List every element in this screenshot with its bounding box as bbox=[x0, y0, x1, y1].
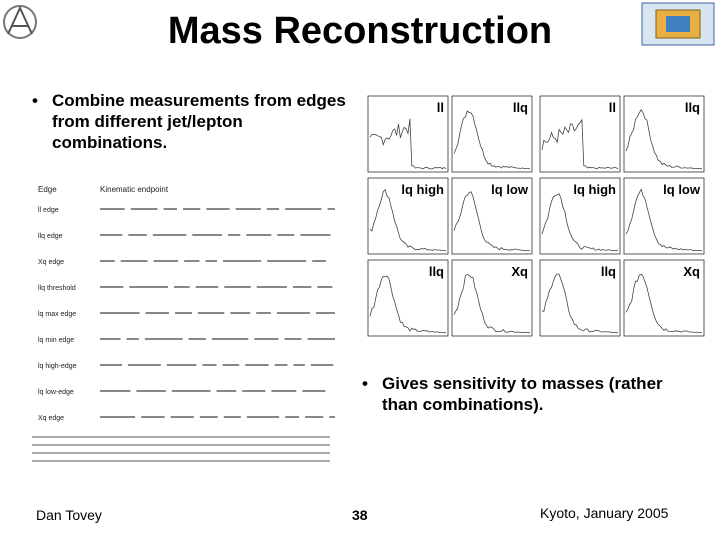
panel-label: lq low bbox=[491, 182, 529, 197]
table-row-label: llq threshold bbox=[38, 285, 76, 292]
panel-label: llq bbox=[601, 264, 616, 279]
page-number: 38 bbox=[352, 507, 368, 523]
table-row-label: lq min edge bbox=[38, 337, 74, 344]
histogram-trace bbox=[541, 193, 619, 252]
table-row-label: Xq edge bbox=[38, 415, 64, 422]
panel-frame bbox=[451, 95, 533, 173]
histogram-trace bbox=[541, 273, 619, 334]
histogram-trace bbox=[369, 118, 447, 170]
panel-frame bbox=[451, 259, 533, 337]
bullet: • Combine measurements from edges from di… bbox=[32, 90, 352, 153]
table-row-label: Xq edge bbox=[38, 259, 64, 266]
histogram-panels: ll llq ll llq lq high lq low lq high lq low llq X… bbox=[367, 95, 705, 337]
histogram-trace bbox=[453, 273, 531, 334]
table-row-label: ll edge bbox=[38, 207, 59, 214]
table-row-label: lq high-edge bbox=[38, 363, 77, 370]
slide-title: Mass Reconstruction bbox=[167, 10, 553, 52]
left-logo bbox=[3, 5, 37, 39]
panel-frame bbox=[623, 95, 705, 173]
panel-label: Xq bbox=[511, 264, 528, 279]
panel-frame bbox=[539, 259, 621, 337]
histogram-trace bbox=[625, 109, 703, 170]
histogram-trace bbox=[453, 110, 531, 170]
panel-frame bbox=[623, 177, 705, 255]
histogram-trace bbox=[369, 189, 447, 252]
panel-label: llq bbox=[513, 100, 528, 115]
bullet: • Gives sensitivity to masses (rather tha… bbox=[362, 373, 682, 415]
table-header: Edge bbox=[38, 185, 57, 194]
panel-label: lq low bbox=[663, 182, 701, 197]
endpoint-table: Edge Kinematic endpoint ll edge llq edge Xq … bbox=[32, 185, 335, 462]
panel-label: ll bbox=[437, 100, 444, 115]
footer-author: Dan Tovey bbox=[36, 507, 102, 523]
histogram-trace bbox=[625, 188, 703, 252]
bullet-text: Combine measurements from edges from dif… bbox=[52, 91, 346, 152]
histogram-trace bbox=[369, 275, 447, 334]
footer-venue: Kyoto, January 2005 bbox=[540, 505, 669, 521]
histogram-trace bbox=[453, 191, 531, 252]
panel-label: ll bbox=[609, 100, 616, 115]
right-logo bbox=[641, 2, 715, 46]
table-row-label: lq low-edge bbox=[38, 389, 74, 396]
histogram-trace bbox=[541, 118, 619, 170]
bullet-dot: • bbox=[362, 374, 368, 393]
panel-frame bbox=[623, 259, 705, 337]
panel-frame bbox=[367, 259, 449, 337]
panel-label: llq bbox=[685, 100, 700, 115]
panel-label: Xq bbox=[683, 264, 700, 279]
table-row-label: llq edge bbox=[38, 233, 63, 240]
panel-label: lq high bbox=[401, 182, 444, 197]
panel-frame bbox=[451, 177, 533, 255]
panel-label: llq bbox=[429, 264, 444, 279]
panel-frame bbox=[539, 95, 621, 173]
bullet-text: Gives sensitivity to masses (rather than… bbox=[382, 374, 663, 414]
histogram-trace bbox=[625, 273, 703, 334]
bullet-dot: • bbox=[32, 91, 38, 110]
table-row-label: lq max edge bbox=[38, 311, 76, 318]
panel-frame bbox=[539, 177, 621, 255]
panel-frame bbox=[367, 177, 449, 255]
table-header: Kinematic endpoint bbox=[100, 185, 169, 194]
panel-label: lq high bbox=[573, 182, 616, 197]
